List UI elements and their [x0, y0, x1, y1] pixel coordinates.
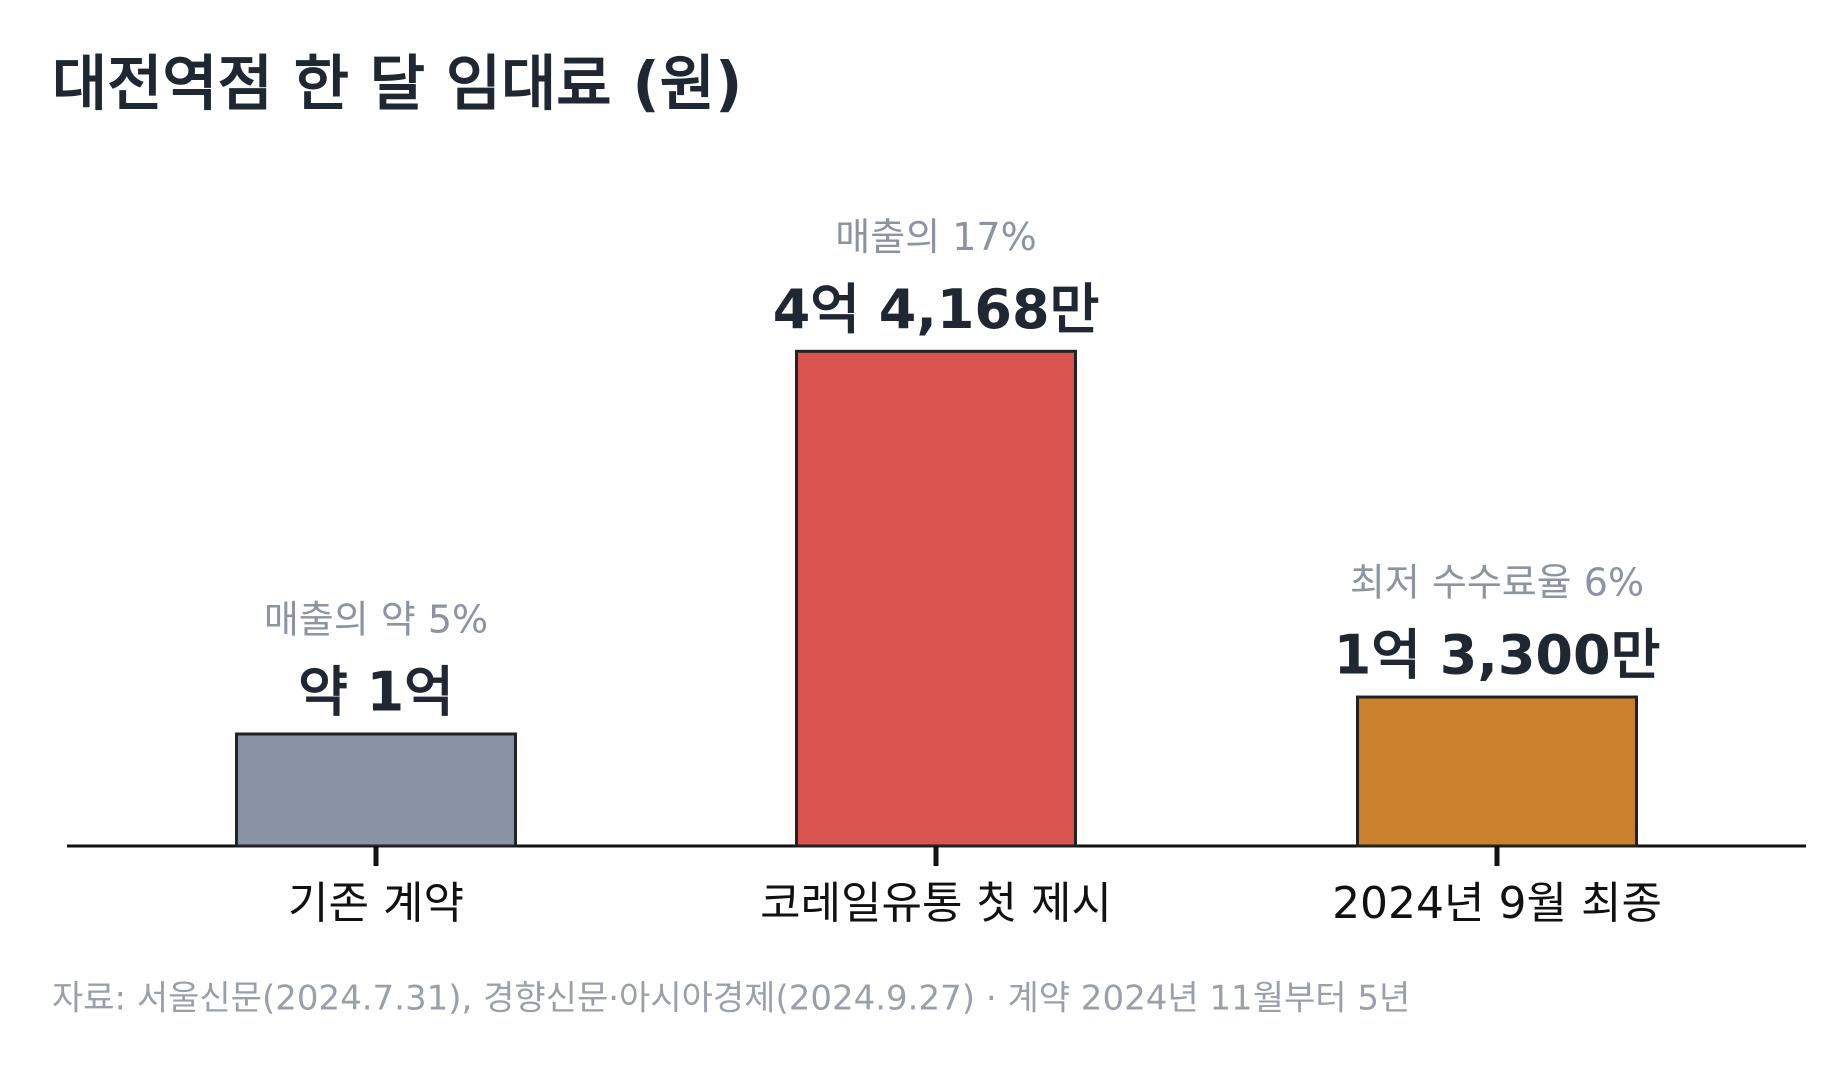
x-tick-label: 코레일유통 첫 제시 [760, 878, 1112, 929]
value-label: 1억 3,300만 [1334, 624, 1661, 687]
annotation: 최저 수수료율 6% [1350, 561, 1644, 605]
source-note: 자료: 서울신문(2024.7.31), 경향신문·아시아경제(2024.9.2… [52, 979, 1410, 1019]
x-tick-label: 기존 계약 [288, 878, 464, 929]
value-label: 4억 4,168만 [773, 278, 1100, 341]
value-label: 약 1억 [298, 661, 454, 724]
chart-title: 대전역점 한 달 임대료 (원) [52, 50, 742, 120]
bar [1356, 695, 1638, 848]
bar [795, 349, 1077, 848]
bar [235, 732, 517, 848]
annotation: 매출의 약 5% [264, 598, 488, 642]
annotation: 매출의 17% [835, 215, 1036, 259]
x-tick-label: 2024년 9월 최종 [1332, 878, 1662, 929]
